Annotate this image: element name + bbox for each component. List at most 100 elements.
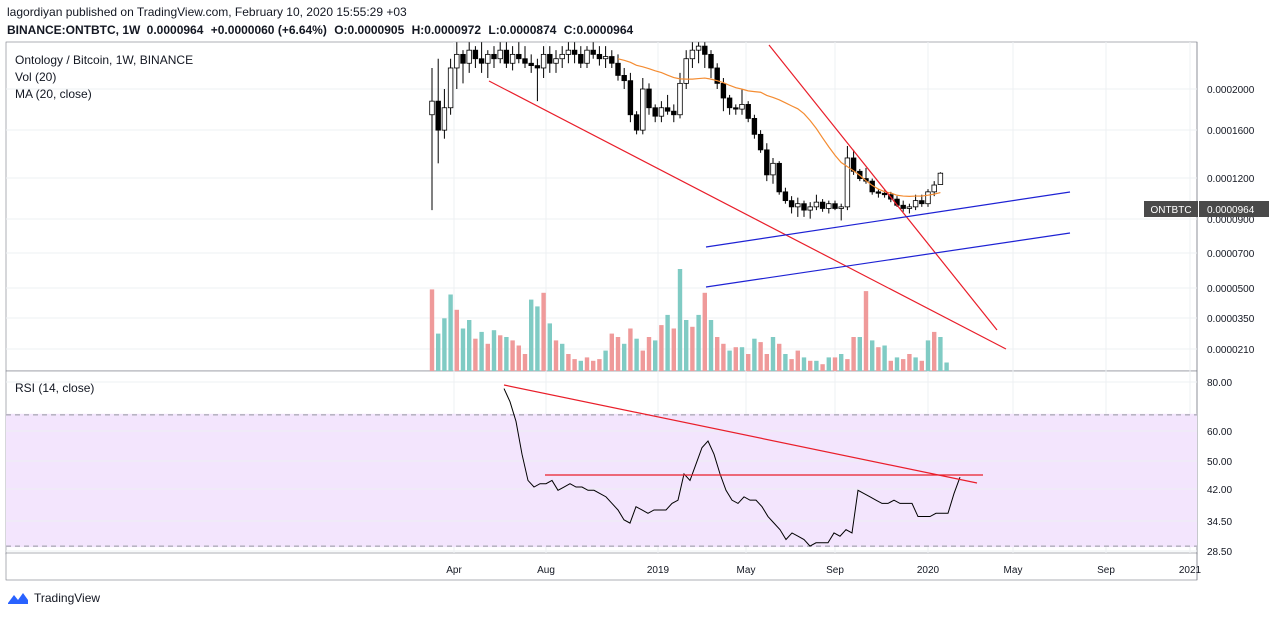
rsi-tick-label: 28.50 [1207, 547, 1232, 558]
volume-bar [640, 350, 645, 371]
volume-bar [535, 306, 540, 371]
volume-bar [547, 323, 552, 371]
volume-bar [665, 314, 670, 371]
rsi-tick-label: 50.00 [1207, 457, 1232, 468]
pair-legend[interactable]: Ontology / Bitcoin, 1W, BINANCE [15, 53, 194, 67]
y-tick-label: 0.0001600 [1207, 126, 1255, 137]
volume-bar [504, 337, 509, 371]
candle-body [584, 49, 590, 64]
candle-body [646, 88, 652, 109]
volume-bar [832, 357, 838, 371]
volume-bar [516, 345, 521, 371]
volume-bar [820, 364, 825, 371]
candle-body [931, 184, 937, 193]
low-value: 0.0000874 [499, 23, 557, 37]
volume-bar [932, 331, 937, 371]
candle-body [435, 100, 441, 131]
volume-bar [938, 337, 943, 371]
candle-body [602, 56, 609, 60]
publish-info: lagordiyan published on TradingView.com,… [7, 5, 407, 19]
volume-bar [696, 314, 701, 371]
candle-body [726, 97, 733, 109]
rsi-tick-label: 42.00 [1207, 485, 1232, 496]
volume-bar [913, 357, 918, 371]
candle-body [615, 62, 621, 76]
candle-body [640, 88, 646, 131]
price-change: +0.0000060 (+6.64%) [210, 23, 327, 37]
x-tick-label: Apr [446, 565, 462, 576]
volume-bar [919, 360, 924, 371]
badge-symbol-bg [1144, 201, 1198, 217]
x-tick-label: Sep [826, 565, 844, 576]
rsi-tick-label: 60.00 [1207, 427, 1232, 438]
falling-wedge-upper [768, 44, 998, 331]
volume-bar [615, 337, 621, 371]
candle-body [733, 107, 739, 110]
rsi-tick-label: 80.00 [1207, 378, 1232, 389]
badge-symbol: ONTBTC [1150, 205, 1191, 216]
candle-body [472, 49, 479, 60]
brand-name: TradingView [34, 591, 101, 605]
candle-body [509, 53, 516, 64]
volume-bar [553, 340, 559, 371]
volume-bar [479, 331, 484, 371]
candle-body [677, 82, 683, 116]
candle-body [429, 100, 435, 116]
volume-bar [560, 343, 565, 371]
candle-body [912, 200, 919, 208]
candle-body [652, 107, 658, 117]
symbol-interval: BINANCE:ONTBTC, 1W [7, 23, 141, 37]
volume-bar [659, 325, 664, 371]
volume-bar [646, 337, 652, 371]
volume-bar [467, 320, 472, 371]
rsi-legend[interactable]: RSI (14, close) [15, 381, 95, 395]
ma-legend[interactable]: MA (20, close) [15, 87, 92, 101]
x-tick-label: 2021 [1179, 565, 1202, 576]
x-tick-label: 2019 [647, 565, 670, 576]
volume-bar [677, 269, 683, 371]
candle-body [807, 206, 813, 211]
candle-body [900, 204, 906, 209]
candle-body [875, 191, 882, 194]
volume-bar [752, 338, 757, 371]
volume-bar [708, 320, 714, 371]
x-tick-label: May [1004, 565, 1023, 576]
candle-body [702, 45, 708, 55]
tradingview-icon [8, 593, 28, 604]
rsi-downtrend [503, 384, 978, 484]
candle-body [683, 58, 689, 84]
candle-body [596, 53, 603, 60]
price-pane [5, 41, 1198, 372]
volume-bar [498, 335, 503, 371]
volume-bar [795, 350, 800, 371]
volume-bar [597, 359, 602, 371]
volume-bar [783, 354, 788, 371]
candle-body [776, 162, 782, 193]
y-tick-label: 0.0000700 [1207, 249, 1255, 260]
x-tick-label: 2020 [917, 565, 940, 576]
volume-bar [609, 333, 614, 371]
volume-bar [857, 337, 862, 371]
candle-body [540, 53, 547, 69]
volume-bar [777, 343, 782, 371]
volume-bar [429, 289, 435, 371]
volume-bar [727, 350, 732, 371]
candle-body [658, 107, 665, 117]
volume-bar [628, 328, 633, 371]
tradingview-logo[interactable]: TradingView [7, 591, 100, 605]
candle-body [826, 203, 832, 209]
volume-bar [851, 337, 856, 371]
volume-bar [522, 354, 528, 371]
channel-lower [705, 232, 1071, 288]
volume-bar [460, 328, 466, 371]
volume-bar [801, 357, 807, 371]
candle-body [466, 49, 472, 64]
candle-body [689, 49, 696, 60]
volume-legend[interactable]: Vol (20) [15, 70, 57, 84]
volume-bar [566, 354, 571, 371]
volume-bar [671, 328, 676, 371]
candle-body [906, 206, 913, 209]
volume-bar [845, 359, 850, 371]
volume-bar [907, 354, 912, 371]
